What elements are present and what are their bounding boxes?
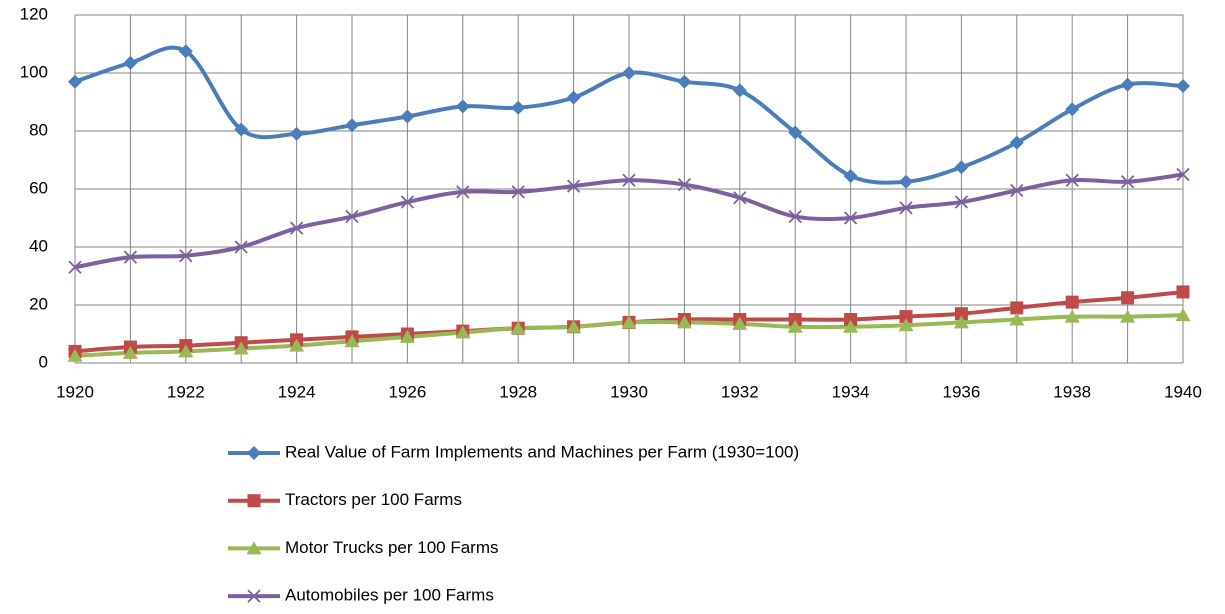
x-tick-label: 1934 (832, 382, 870, 401)
data-point (1176, 79, 1190, 94)
data-point (566, 319, 582, 333)
data-point (899, 174, 913, 189)
data-point (68, 260, 82, 274)
x-tick-label: 1940 (1164, 382, 1202, 401)
data-point (622, 173, 636, 187)
data-point (1010, 183, 1024, 198)
data-point (954, 160, 969, 175)
data-point (676, 315, 692, 329)
data-point (1120, 77, 1135, 92)
legend-marker (247, 446, 261, 460)
data-point (178, 44, 193, 59)
data-point (179, 249, 193, 263)
x-tick-label: 1928 (499, 382, 537, 401)
data-point (1065, 295, 1079, 309)
data-point (400, 109, 415, 124)
data-point (400, 195, 415, 209)
data-point (123, 250, 138, 264)
y-tick-label: 100 (20, 62, 48, 81)
x-tick-label: 1930 (610, 382, 648, 401)
data-point (456, 185, 470, 199)
data-point (788, 125, 803, 140)
data-point (788, 209, 802, 224)
data-point (455, 99, 470, 114)
y-tick-label: 120 (20, 4, 48, 23)
data-point (67, 348, 83, 362)
data-point (732, 316, 748, 330)
x-tick-label: 1936 (942, 382, 980, 401)
data-point (844, 313, 858, 326)
data-point (954, 307, 968, 321)
data-point (1064, 309, 1080, 323)
data-point (511, 185, 525, 199)
data-point (123, 55, 138, 70)
data-point (455, 325, 471, 339)
legend-label: Real Value of Farm Implements and Machin… (285, 442, 799, 461)
data-point (1010, 301, 1024, 315)
y-tick-label: 20 (29, 294, 48, 313)
data-point (621, 315, 637, 329)
data-point (677, 178, 692, 192)
x-tick-label: 1924 (278, 382, 316, 401)
data-point (233, 341, 249, 355)
legend-marker (247, 589, 261, 603)
x-tick-label: 1922 (167, 382, 205, 401)
data-point (843, 319, 859, 333)
data-point (510, 321, 526, 335)
data-point (899, 201, 913, 215)
data-point (788, 313, 802, 326)
data-point (566, 90, 581, 105)
data-point (68, 74, 82, 89)
data-point (345, 118, 359, 133)
data-point (953, 315, 969, 329)
data-point (345, 209, 359, 224)
legend-label: Automobiles per 100 Farms (285, 586, 494, 605)
data-point (344, 334, 360, 348)
data-point (1176, 285, 1190, 299)
data-point (289, 221, 304, 235)
data-point (843, 211, 858, 225)
data-point (1009, 135, 1024, 150)
data-point (289, 126, 304, 141)
data-point (1065, 173, 1079, 187)
data-point (1176, 167, 1190, 182)
legend-marker (246, 541, 262, 555)
data-point (898, 318, 914, 332)
legend-label: Motor Trucks per 100 Farms (285, 538, 499, 557)
x-tick-label: 1926 (388, 382, 426, 401)
data-point (399, 329, 415, 343)
legend-label: Tractors per 100 Farms (285, 490, 462, 509)
legend-marker (247, 494, 261, 508)
data-point (1120, 309, 1136, 323)
data-point (843, 168, 858, 183)
data-point (289, 338, 305, 352)
data-point (1175, 308, 1191, 322)
y-tick-label: 40 (29, 236, 48, 255)
data-point (1121, 291, 1135, 305)
x-tick-label: 1920 (56, 382, 94, 401)
data-point (899, 310, 913, 324)
data-point (954, 195, 969, 209)
data-point (234, 122, 249, 137)
data-point (566, 179, 581, 193)
y-tick-label: 0 (39, 352, 48, 371)
data-point (677, 74, 692, 89)
data-point (1120, 175, 1135, 189)
data-point (178, 344, 194, 358)
data-point (511, 100, 526, 115)
data-point (622, 66, 636, 80)
x-tick-label: 1938 (1053, 382, 1091, 401)
data-point (234, 240, 248, 254)
data-point (787, 319, 803, 333)
x-tick-label: 1932 (721, 382, 759, 401)
y-tick-label: 60 (29, 178, 48, 197)
y-tick-label: 80 (29, 120, 48, 139)
data-point (1009, 312, 1025, 326)
data-point (1065, 102, 1080, 117)
data-point (733, 191, 747, 205)
data-point (122, 345, 138, 359)
data-point (732, 83, 747, 98)
